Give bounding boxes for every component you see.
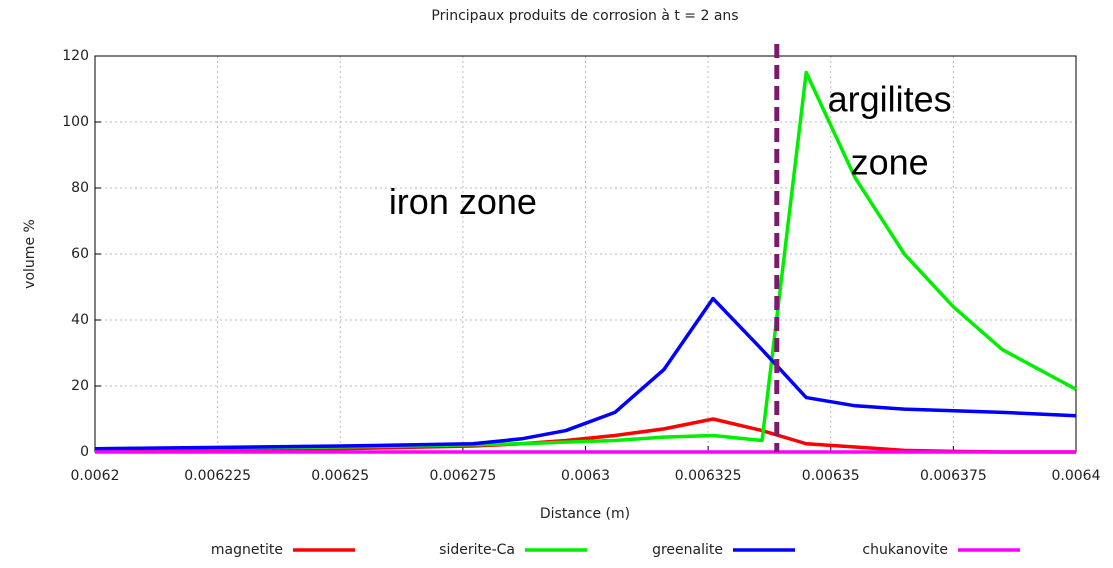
annotation: zone [851, 141, 929, 182]
chart-title: Principaux produits de corrosion à t = 2… [431, 8, 738, 24]
legend-label: chukanovite [862, 542, 948, 558]
x-tick-label: 0.006325 [675, 468, 742, 484]
series-line [94, 296, 1077, 451]
x-tick-label: 0.0064 [1052, 468, 1101, 484]
annotation: iron zone [389, 181, 537, 222]
y-tick-label: 20 [71, 378, 89, 394]
y-tick-label: 120 [62, 48, 89, 64]
x-tick-label: 0.0063 [561, 468, 610, 484]
legend-label: greenalite [652, 542, 723, 558]
x-tick-label: 0.00635 [802, 468, 860, 484]
legend-label: siderite-Ca [439, 542, 515, 558]
x-tick-label: 0.006375 [920, 468, 987, 484]
annotation: argilites [828, 79, 952, 120]
series-line [94, 70, 1077, 451]
x-tick-label: 0.00625 [311, 468, 369, 484]
y-axis-label: volume % [22, 219, 38, 289]
x-axis-label: Distance (m) [540, 506, 630, 522]
y-tick-label: 80 [71, 180, 89, 196]
y-tick-label: 100 [62, 114, 89, 130]
y-tick-label: 60 [71, 246, 89, 262]
y-tick-label: 0 [80, 444, 89, 460]
x-tick-label: 0.006275 [429, 468, 496, 484]
x-tick-label: 0.0062 [71, 468, 120, 484]
y-tick-label: 40 [71, 312, 89, 328]
legend-label: magnetite [211, 542, 283, 558]
x-tick-label: 0.006225 [184, 468, 251, 484]
